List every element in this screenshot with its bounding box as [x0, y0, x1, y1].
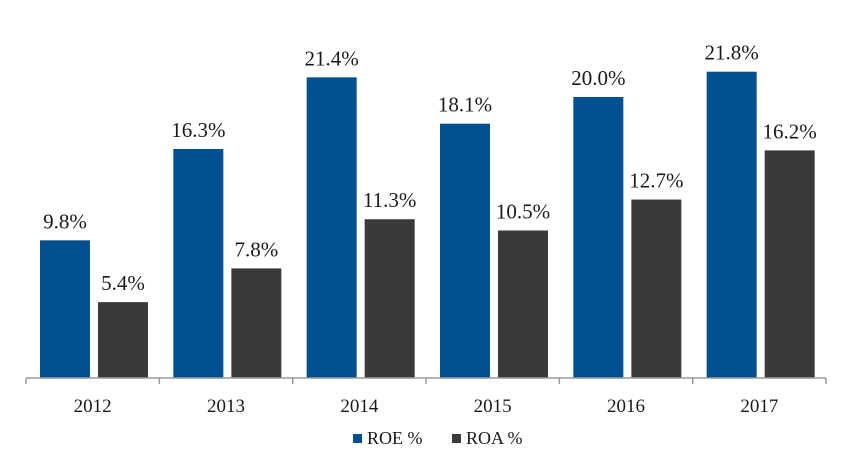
x-tick-label-2016: 2016 — [607, 396, 645, 417]
legend: ROE % ROA % — [353, 428, 523, 448]
roe-bar-2012 — [40, 240, 90, 378]
roe-bar-2017 — [706, 71, 757, 379]
x-axis-ticks — [25, 378, 827, 384]
roe-bar-2014 — [306, 77, 357, 378]
x-tick-label-2014: 2014 — [340, 396, 379, 417]
roa-bar-2012 — [98, 302, 148, 378]
roa-data-label-2012: 5.4% — [101, 271, 145, 295]
roa-bar-2016 — [631, 199, 682, 378]
x-tick-label-2015: 2015 — [474, 396, 512, 417]
roa-bar-2013 — [231, 268, 282, 378]
roa-data-label-2017: 16.2% — [763, 119, 817, 143]
x-tick-label-2017: 2017 — [740, 396, 778, 417]
bars-layer — [40, 71, 815, 379]
roe-data-label-2014: 21.4% — [305, 46, 359, 70]
roe-bar-2015 — [440, 123, 490, 378]
roe-data-label-2015: 18.1% — [438, 93, 492, 117]
roa-data-label-2015: 10.5% — [496, 199, 550, 223]
x-tick-label-2013: 2013 — [207, 396, 245, 417]
roa-bar-2014 — [364, 219, 415, 378]
roe-bar-2016 — [573, 97, 624, 378]
roa-data-label-2013: 7.8% — [234, 237, 278, 261]
roa-bar-2017 — [764, 150, 815, 378]
roe-data-label-2012: 9.8% — [43, 209, 87, 233]
roa-legend-swatch — [452, 434, 461, 443]
roe-legend-label: ROE % — [367, 428, 423, 448]
roa-legend-label: ROA % — [466, 428, 523, 448]
roe-data-label-2013: 16.3% — [171, 118, 225, 142]
roe-data-label-2017: 21.8% — [705, 41, 759, 65]
roe-bar-2013 — [173, 148, 224, 378]
x-tick-label-2012: 2012 — [74, 396, 112, 417]
roe-legend-swatch — [353, 434, 362, 443]
roa-data-label-2014: 11.3% — [363, 188, 416, 212]
roe-data-label-2016: 20.0% — [571, 66, 625, 90]
x-axis-tick-labels: 2012 2013 2014 2015 2016 2017 — [74, 396, 779, 417]
roa-data-label-2016: 12.7% — [629, 169, 683, 193]
roa-bar-2015 — [498, 230, 548, 378]
data-labels-layer: 9.8% 5.4% 16.3% 7.8% 21.4% 11.3% 18.1% 10.5% 20.… — [43, 41, 817, 295]
